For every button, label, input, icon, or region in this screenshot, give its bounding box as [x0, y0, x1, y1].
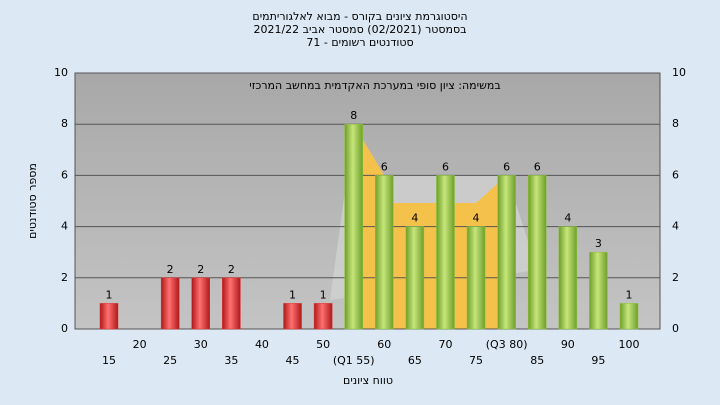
- bar: [344, 123, 363, 330]
- bar: [466, 226, 486, 330]
- value-label: 2: [197, 263, 204, 276]
- value-label: 4: [411, 212, 418, 225]
- value-label: 6: [503, 160, 510, 173]
- x-tick-label: 75: [469, 354, 483, 367]
- annotation: במשימה: ציון סופי במערכת האקדמית במחשב ה…: [249, 79, 500, 92]
- bar: [436, 175, 455, 330]
- value-label: 1: [106, 288, 113, 301]
- x-tick-label: 20: [133, 338, 147, 351]
- x-tick-label: 35: [224, 354, 238, 367]
- y2-tick-label: 0: [672, 322, 679, 335]
- bar: [313, 303, 333, 330]
- y2-tick-label: 4: [672, 220, 679, 233]
- bar: [99, 303, 119, 330]
- x-tick-label: 60: [377, 338, 391, 351]
- value-label: 4: [564, 212, 571, 225]
- x-tick-label: (Q3 80): [486, 338, 528, 351]
- x-tick-label: 15: [102, 354, 116, 367]
- subtitle: סטודנטים רשומים - 71: [306, 36, 413, 49]
- y-tick-label: 8: [61, 117, 68, 130]
- bar: [405, 226, 425, 330]
- y-tick-label: 10: [54, 66, 68, 79]
- y2-tick-label: 2: [672, 271, 679, 284]
- value-label: 1: [289, 288, 296, 301]
- bar: [160, 277, 180, 330]
- value-label: 4: [473, 212, 480, 225]
- bar: [589, 251, 608, 330]
- x-tick-label: 40: [255, 338, 269, 351]
- y2-tick-label: 10: [672, 66, 686, 79]
- x-tick-label: 25: [163, 354, 177, 367]
- value-label: 3: [595, 237, 602, 250]
- x-tick-label: (Q1 55): [333, 354, 375, 367]
- bar: [619, 303, 639, 330]
- x-tick-label: 50: [316, 338, 330, 351]
- subtitle: בסמסטר (02/2021) סמסטר אביב 2021/22: [253, 23, 466, 36]
- bar: [375, 175, 394, 330]
- x-tick-label: 85: [530, 354, 544, 367]
- value-label: 6: [381, 160, 388, 173]
- value-label: 6: [534, 160, 541, 173]
- y-tick-label: 2: [61, 271, 68, 284]
- x-tick-label: 90: [561, 338, 575, 351]
- y-tick-label: 6: [61, 168, 68, 181]
- bar: [558, 226, 578, 330]
- value-label: 1: [626, 288, 633, 301]
- x-tick-label: 30: [194, 338, 208, 351]
- value-label: 8: [350, 109, 357, 122]
- x-tick-label: 45: [286, 354, 300, 367]
- x-tick-label: 100: [619, 338, 640, 351]
- bar: [283, 303, 302, 330]
- y-tick-label: 4: [61, 220, 68, 233]
- x-axis-label: טווח ציונים: [343, 374, 393, 387]
- value-label: 2: [167, 263, 174, 276]
- x-tick-label: 95: [591, 354, 605, 367]
- y-tick-label: 0: [61, 322, 68, 335]
- value-label: 6: [442, 160, 449, 173]
- bar: [191, 277, 211, 330]
- value-label: 1: [320, 288, 327, 301]
- x-tick-label: 70: [438, 338, 452, 351]
- bar: [527, 175, 547, 330]
- value-label: 2: [228, 263, 235, 276]
- title: היסטוגרמת ציונים בקורס - מבוא לאלגוריתמי…: [252, 10, 467, 23]
- y2-tick-label: 8: [672, 117, 679, 130]
- y2-tick-label: 6: [672, 168, 679, 181]
- bar: [222, 277, 241, 330]
- y-axis-label: מספר סטודנטים: [26, 163, 39, 239]
- bar: [497, 175, 516, 330]
- x-tick-label: 65: [408, 354, 422, 367]
